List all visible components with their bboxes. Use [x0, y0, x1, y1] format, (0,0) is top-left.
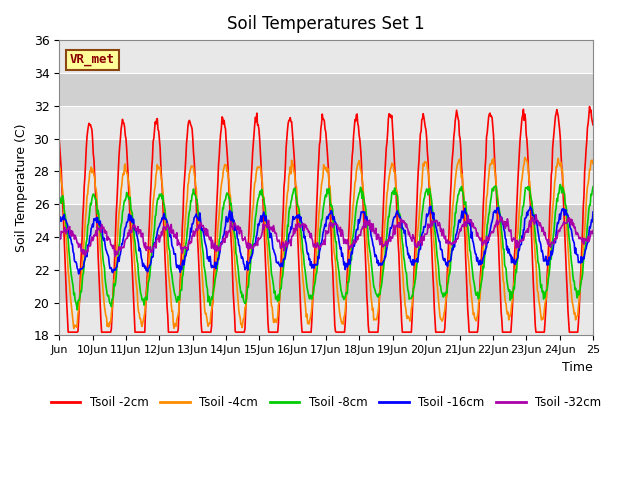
Bar: [59, 40, 593, 73]
Bar: [59, 73, 593, 106]
Bar: [59, 106, 593, 139]
Bar: [59, 237, 593, 270]
Bar: [59, 139, 593, 171]
Title: Soil Temperatures Set 1: Soil Temperatures Set 1: [227, 15, 425, 33]
X-axis label: Time: Time: [563, 360, 593, 374]
Legend: Tsoil -2cm, Tsoil -4cm, Tsoil -8cm, Tsoil -16cm, Tsoil -32cm: Tsoil -2cm, Tsoil -4cm, Tsoil -8cm, Tsoi…: [46, 392, 606, 414]
Bar: [59, 270, 593, 302]
Bar: [59, 302, 593, 336]
Bar: [59, 204, 593, 237]
Bar: [59, 171, 593, 204]
Y-axis label: Soil Temperature (C): Soil Temperature (C): [15, 123, 28, 252]
Text: VR_met: VR_met: [70, 53, 115, 66]
